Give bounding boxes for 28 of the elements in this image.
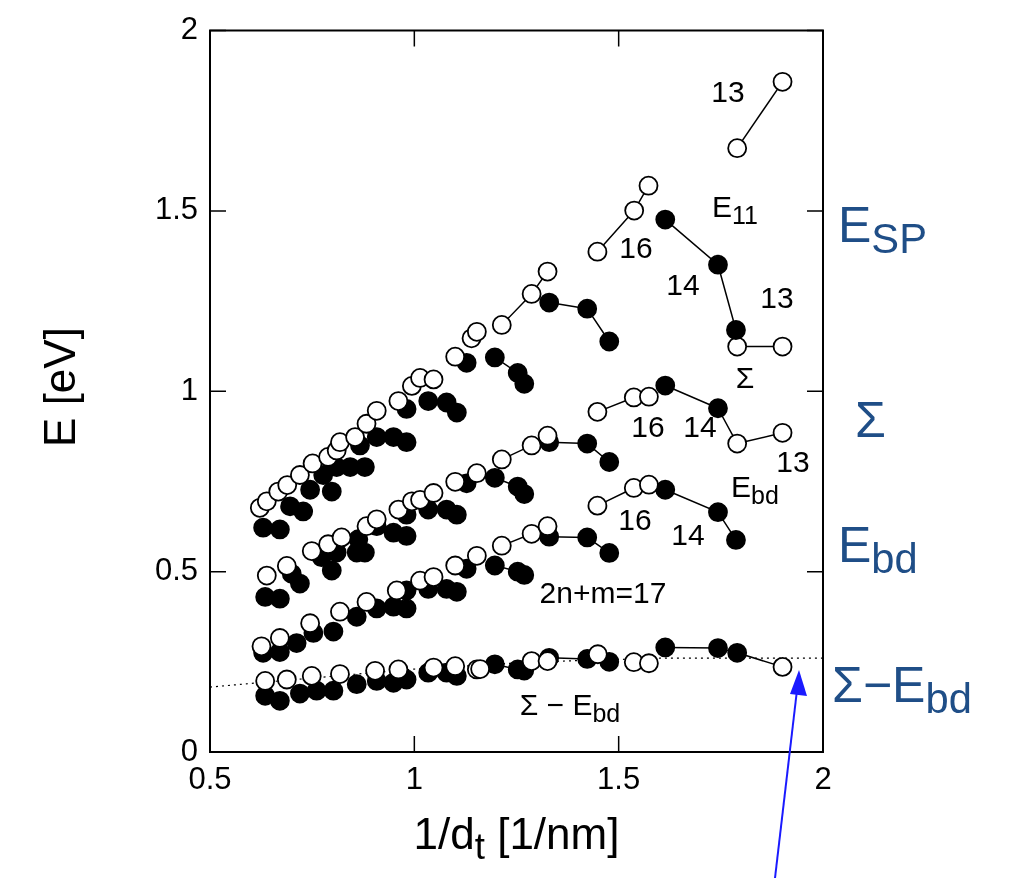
annotation: 14 (666, 268, 700, 301)
annotation: 16 (631, 410, 665, 443)
text: E$_{SP}$ (838, 197, 927, 262)
y-axis-title: E [eV] (35, 327, 84, 447)
annotation: 2n+m=17 (539, 576, 667, 609)
text: E$_{bd}$ (838, 517, 918, 582)
annotation: Σ (735, 361, 755, 394)
text: Σ−E$_{bd}$ (832, 657, 972, 722)
annotation: 14 (671, 518, 705, 551)
y-tick-label: 0 (180, 732, 198, 768)
annotation: Σ − E$_{bd}$ (519, 688, 621, 727)
annotation: 13 (711, 75, 745, 108)
x-tick-label: 2 (814, 761, 832, 797)
annotation: 16 (619, 231, 653, 264)
annotation: 16 (618, 503, 652, 536)
y-tick-label: 0.5 (154, 552, 198, 588)
text: Σ (855, 392, 886, 448)
x-axis-title: 1/d$_{t}$ [1/nm] (413, 809, 620, 867)
annotation: 13 (760, 281, 794, 314)
y-tick-label: 1.5 (154, 191, 198, 227)
annotation: 14 (683, 410, 717, 443)
y-tick-label: 1 (180, 371, 198, 407)
x-tick-label: 1.5 (597, 761, 641, 797)
y-tick-label: 2 (180, 11, 198, 47)
annotation: 13 (776, 445, 810, 478)
annotation: E$_{bd}$ (731, 470, 779, 509)
annotation: E$_{11}$ (712, 190, 758, 229)
x-tick-label: 1 (405, 761, 423, 797)
